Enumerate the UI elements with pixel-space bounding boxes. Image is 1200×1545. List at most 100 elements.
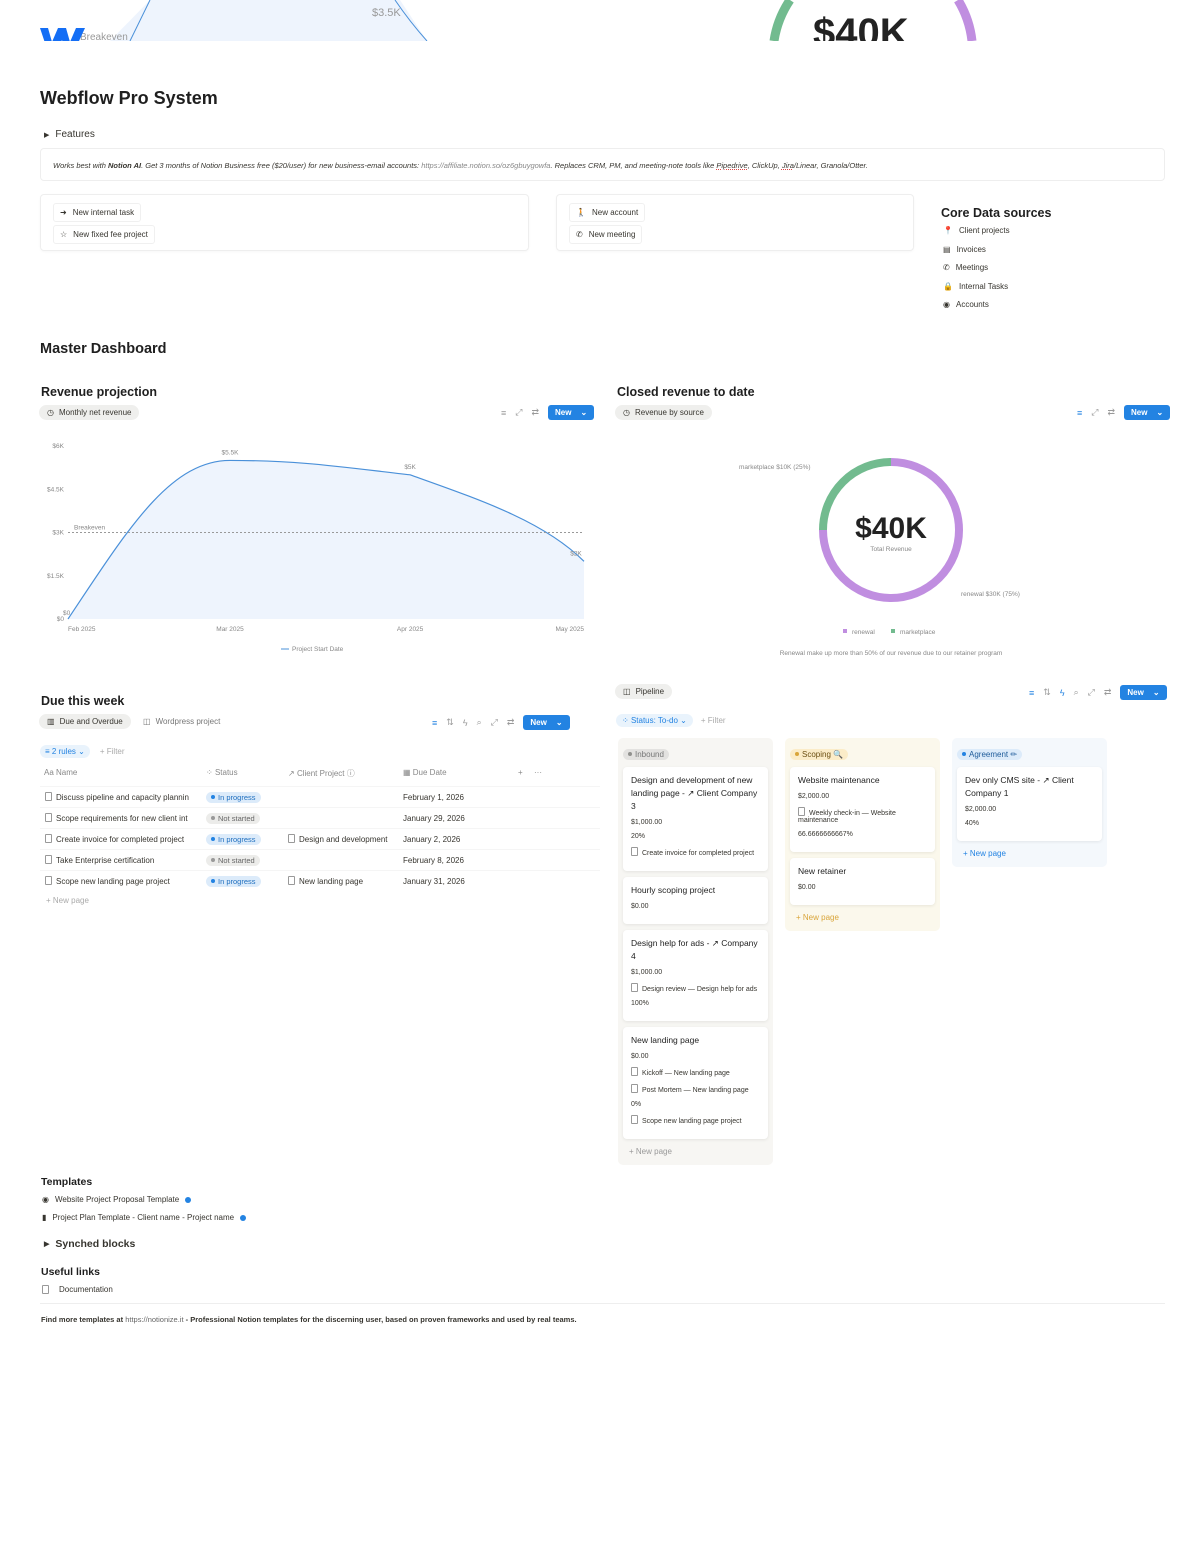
settings-icon[interactable]: ⇄ [506,717,515,727]
sort-icon[interactable]: ⇅ [446,717,454,727]
source-label: Invoices [956,245,986,254]
template-project-plan[interactable]: ▮ Project Plan Template - Client name - P… [42,1213,247,1222]
col-client-project[interactable]: ↗ Client Project ⓘ [288,769,355,778]
filter-icon[interactable]: ≡ [1077,407,1083,418]
new-account-button[interactable]: 🚶 New account [569,203,646,222]
table-row[interactable]: Scope new landing page project In progre… [40,870,600,891]
table-row[interactable]: Scope requirements for new client int No… [40,807,600,828]
card-relation[interactable]: Create invoice for completed project [631,847,760,857]
client-project-link[interactable]: New landing page [299,877,364,886]
tab-pipeline[interactable]: ◫ Pipeline [615,684,673,699]
button-label: New account [591,208,639,217]
col-name[interactable]: Aa Name [44,768,78,777]
row-name[interactable]: Take Enterprise certification [56,856,155,865]
chevron-down-icon[interactable]: ⌄ [580,408,588,417]
rules-filter[interactable]: ≡ 2 rules ⌄ [40,745,90,758]
settings-icon[interactable]: ⇄ [1103,687,1112,697]
board-card[interactable]: New retainer $0.00 [790,858,935,905]
search-icon[interactable]: ⌕ [1073,687,1079,697]
tab-due-and-overdue[interactable]: ▥ Due and Overdue [39,714,131,729]
row-name[interactable]: Scope new landing page project [56,877,170,886]
table-row[interactable]: Create invoice for completed project In … [40,828,600,849]
chevron-down-icon[interactable]: ⌄ [1152,688,1160,697]
more-icon[interactable]: ··· [534,768,542,777]
table-row[interactable]: Discuss pipeline and capacity plannin In… [40,786,600,807]
settings-icon[interactable]: ⇄ [1107,407,1116,417]
slice-renewal[interactable] [819,458,963,602]
add-filter-button[interactable]: + Filter [700,716,726,725]
lightning-icon[interactable]: ϟ [1059,687,1065,698]
new-page-button[interactable]: + New page [629,1147,672,1156]
view-tab-monthly-net-revenue[interactable]: ◷ Monthly net revenue [39,405,140,420]
board-card[interactable]: Design and development of new landing pa… [623,767,768,871]
status-filter[interactable]: ⁘ Status: To-do ⌄ [616,714,693,727]
synched-blocks-toggle[interactable]: ▶ Synched blocks [44,1238,135,1250]
expand-icon[interactable]: ⤢ [490,717,498,727]
table-row[interactable]: Take Enterprise certification Not starte… [40,849,600,870]
link-documentation[interactable]: Documentation [42,1285,113,1294]
source-invoices[interactable]: ▤ Invoices [943,245,986,254]
search-icon[interactable]: ⌕ [476,717,482,727]
cover-banner: $3.5K Breakeven $40K [0,0,1200,41]
relation-label: Design review — Design help for ads [642,986,758,993]
client-project-link[interactable]: Design and development [299,835,388,844]
card-relation[interactable]: Design review — Design help for ads [631,983,760,993]
settings-icon[interactable]: ⇄ [531,407,540,417]
add-column-icon[interactable]: + [518,768,523,777]
callout-text: , ClickUp, [747,161,782,170]
new-page-button[interactable]: + New page [46,896,89,905]
status-badge[interactable]: Not started [206,812,260,824]
chevron-down-icon[interactable]: ⌄ [555,718,563,727]
chevron-down-icon[interactable]: ⌄ [1156,408,1164,417]
filter-icon[interactable]: ≡ [432,717,438,728]
row-name[interactable]: Create invoice for completed project [56,835,185,844]
new-button[interactable]: New ⌄ [1120,685,1167,700]
new-page-button[interactable]: + New page [796,913,839,922]
new-button[interactable]: New ⌄ [548,405,595,420]
expand-icon[interactable]: ⤢ [515,407,523,417]
expand-icon[interactable]: ⤢ [1091,407,1099,417]
source-internal-tasks[interactable]: 🔒 Internal Tasks [943,282,1008,291]
x-tick-label: May 2025 [555,626,584,633]
affiliate-link[interactable]: https://affiliate.notion.so/oz6gbuygowfa [421,161,551,170]
tab-wordpress-project[interactable]: ◫ Wordpress project [135,714,228,729]
col-status[interactable]: ⁘ Status [206,768,238,777]
source-client-projects[interactable]: 📍 Client projects [943,226,1010,235]
new-button[interactable]: New ⌄ [1124,405,1171,420]
slice-marketplace[interactable] [819,458,892,531]
new-internal-task-button[interactable]: ➜ New internal task [53,203,142,222]
source-meetings[interactable]: ✆ Meetings [943,263,988,272]
new-fixed-fee-project-button[interactable]: ☆ New fixed fee project [53,225,155,244]
board-card[interactable]: New landing page $0.00 Kickoff — New landi… [623,1027,768,1139]
footer-link[interactable]: https://notionize.it [125,1315,184,1324]
row-name[interactable]: Scope requirements for new client int [56,814,188,823]
row-name[interactable]: Discuss pipeline and capacity plannin [56,793,189,802]
card-relation[interactable]: Scope new landing page project [631,1115,760,1125]
new-meeting-button[interactable]: ✆ New meeting [569,225,643,244]
card-relation[interactable]: Weekly check-in — Website maintenance [798,807,927,824]
add-filter-button[interactable]: + Filter [99,747,125,756]
template-website-proposal[interactable]: ◉ Website Project Proposal Template [42,1195,192,1204]
col-due-date[interactable]: ▦ Due Date [403,768,447,777]
new-button[interactable]: New ⌄ [523,715,570,730]
lightning-icon[interactable]: ϟ [462,717,468,728]
sort-icon[interactable]: ⇅ [1043,687,1051,697]
board-card[interactable]: Website maintenance $2,000.00 Weekly check… [790,767,935,852]
status-badge[interactable]: In progress [206,833,261,845]
board-card[interactable]: Design help for ads - ↗ Company 4 $1,000.… [623,930,768,1021]
page-icon [798,807,805,816]
status-badge[interactable]: In progress [206,791,261,803]
filter-icon[interactable]: ≡ [501,407,507,418]
board-card[interactable]: Dev only CMS site - ↗ Client Company 1 $2… [957,767,1102,841]
source-accounts[interactable]: ◉ Accounts [943,300,989,309]
card-relation[interactable]: Kickoff — New landing page [631,1067,760,1077]
card-relation[interactable]: Post Mortem — New landing page [631,1084,760,1094]
features-toggle[interactable]: ▶ Features [44,129,95,140]
status-badge[interactable]: In progress [206,875,261,887]
view-tab-revenue-by-source[interactable]: ◷ Revenue by source [615,405,712,420]
status-badge[interactable]: Not started [206,854,260,866]
expand-icon[interactable]: ⤢ [1087,687,1095,697]
board-card[interactable]: Hourly scoping project $0.00 [623,877,768,924]
filter-icon[interactable]: ≡ [1029,687,1035,698]
new-page-button[interactable]: + New page [963,849,1006,858]
